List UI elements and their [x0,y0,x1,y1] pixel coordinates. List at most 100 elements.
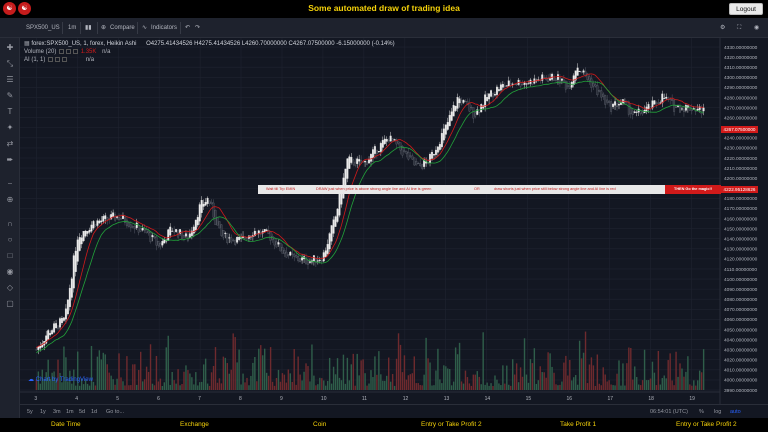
volume-bar [55,379,57,390]
auto-scale-button[interactable]: auto [730,409,741,415]
visibility-icon[interactable] [48,56,54,62]
volume-bar [580,358,583,390]
time-tick-label: 16 [567,396,573,402]
volume-bar [452,381,455,390]
candle-body [647,104,650,110]
candle-body [389,135,392,142]
pattern-icon[interactable]: ✦ [6,123,14,132]
close-icon[interactable] [73,48,79,54]
settings-icon[interactable] [55,56,61,62]
candle-body [436,146,439,153]
volume-bar [537,380,539,390]
redo-icon[interactable]: ↷ [195,25,201,31]
settings-icon[interactable] [66,48,72,54]
undo-icon[interactable]: ↶ [185,25,191,31]
layers-icon[interactable]: ◇ [6,283,14,292]
log-scale-button[interactable]: log [714,409,722,415]
banner-or: OR [474,187,480,191]
candle-body [320,260,323,262]
volume-bar [216,382,219,390]
volume-bar [655,385,658,390]
percent-scale-button[interactable]: % [699,409,704,415]
volume-bar [149,344,152,390]
measure-icon[interactable]: ⎯ [8,179,12,188]
candle-body [373,146,376,154]
volume-bar [403,355,406,390]
legend-symbol[interactable]: forex:SPX500_US, 1, forex, Heikin Ashi [31,41,137,47]
volume-bar [425,337,427,390]
range-5y[interactable]: 5y [27,409,33,415]
cursor-icon[interactable]: ✚ [6,43,14,52]
volume-bar [636,377,638,390]
range-5d[interactable]: 5d [79,409,86,415]
volume-bar [204,358,207,390]
tradingview-watermark[interactable]: ☁ Chart by TradingView [28,376,93,383]
indicators-icon[interactable]: ∿ [142,25,148,31]
volume-bar [344,383,347,390]
logout-button[interactable]: Logout [729,3,763,15]
menu-entry-tp2-b[interactable]: Entry or Take Profit 2 [676,421,737,428]
price-chart[interactable]: 4330.00000000 4320.00000000 4310.00000000 4… [20,38,768,404]
compare-icon[interactable]: ⊕ [101,25,107,31]
banner-text-3: draw shorts just when price still below … [494,187,616,191]
zoom-icon[interactable]: ⊕ [6,195,14,204]
app-logo-icon[interactable]: ☯ [3,2,16,15]
close-icon[interactable] [62,56,68,62]
magnet-icon[interactable]: ∩ [7,219,13,228]
volume-bar [439,379,441,390]
interval-button[interactable]: 1m [68,25,77,31]
trend-line-icon[interactable]: ⤡ [6,59,14,68]
pitchfork-icon[interactable]: ☰ [6,75,14,84]
indicators-button[interactable]: Indicators [151,25,178,31]
volume-bar [234,337,236,390]
menu-date-time[interactable]: Date Time [51,421,81,428]
range-1y[interactable]: 1y [40,409,46,415]
compare-button[interactable]: Compare [110,25,135,31]
candle-body [39,345,42,349]
candle-body [198,204,201,222]
trash-icon[interactable]: ▢ [6,299,14,308]
toolbar-divider [137,22,138,34]
menu-entry-tp2[interactable]: Entry or Take Profit 2 [421,421,482,428]
goto-button[interactable]: Go to... [106,409,125,415]
visibility-icon[interactable]: ◉ [6,267,14,276]
range-1d[interactable]: 1d [91,409,98,415]
arrow-icon[interactable]: ➨ [6,155,14,164]
volume-bar [136,384,138,390]
lock-icon[interactable]: ○ [7,235,13,244]
snapshot-icon[interactable]: ◉ [754,25,760,31]
brush-icon[interactable]: ✎ [6,91,14,100]
volume-bar [604,374,606,390]
volume-bar [358,375,360,390]
volume-bar [567,375,569,390]
lock-drawings-icon[interactable]: □ [7,251,13,260]
volume-bar [512,359,514,390]
settings-icon[interactable]: ⚙ [720,25,726,31]
projection-icon[interactable]: ⇄ [6,139,14,148]
fullscreen-icon[interactable]: ⛶ [737,25,742,31]
menu-take-profit-1[interactable]: Take Profit 1 [560,421,597,428]
menu-coin[interactable]: Coin [313,421,327,428]
volume-bar [649,378,652,390]
volume-bar [539,366,541,390]
candle-body [338,193,341,216]
range-1m[interactable]: 1m [66,409,74,415]
volume-bar [305,363,307,390]
volume-bar [147,371,150,390]
menu-exchange[interactable]: Exchange [180,421,209,428]
chart-style-icon[interactable]: ▮▮ [85,25,92,31]
symbol-search-button[interactable]: SPX500_US [26,25,60,31]
volume-bar [214,347,217,390]
text-icon[interactable]: T [7,107,13,116]
range-3m[interactable]: 3m [53,409,61,415]
candle-body [702,107,705,112]
visibility-icon[interactable] [59,48,65,54]
candle-body [600,90,603,98]
candle-body [429,154,431,163]
app-logo-icon-2[interactable]: ☯ [18,2,31,15]
candle-body [399,142,402,151]
legend-ai-label[interactable]: AI (1, 1) [24,57,46,63]
legend-volume-label[interactable]: Volume (20) [24,49,57,55]
volume-bar [610,384,612,390]
volume-bar [330,383,333,390]
